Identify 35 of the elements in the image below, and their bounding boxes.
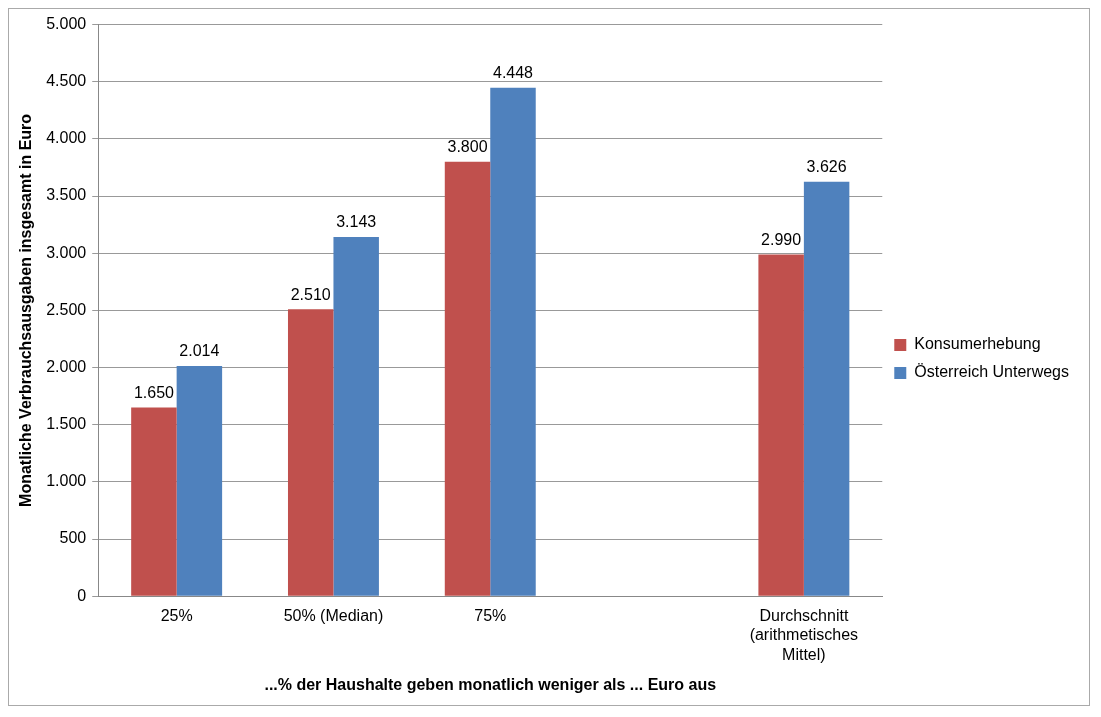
bar <box>758 254 804 596</box>
data-label: 3.800 <box>447 138 488 156</box>
x-tick-label: Durchschnitt (arithmetisches Mittel) <box>749 607 859 663</box>
y-tick-label: 2.500 <box>46 300 87 318</box>
bar <box>287 309 334 596</box>
data-label: 3.626 <box>806 158 847 176</box>
data-label: 2.014 <box>179 342 220 360</box>
y-tick-label: 1.000 <box>46 472 87 490</box>
legend-label: Konsumerhebung <box>914 335 1041 353</box>
y-tick-label: 0 <box>77 586 87 604</box>
bar <box>131 407 177 596</box>
bar <box>176 365 223 596</box>
data-label: 4.448 <box>492 64 534 82</box>
data-label: 3.143 <box>336 213 377 231</box>
x-tick-label: 50% (Median) <box>283 607 384 625</box>
x-tick-label: 25% <box>160 607 193 625</box>
x-axis-title: ...% der Haushalte geben monatlich weniger als ... Euro aus <box>264 675 717 693</box>
y-tick-label: 500 <box>59 529 87 547</box>
data-label: 1.650 <box>133 383 175 401</box>
y-tick-label: 3.000 <box>46 243 87 261</box>
y-axis-title: Monatliche Verbrauchsausgaben insgesamt in Euro <box>17 113 35 507</box>
bar <box>803 181 850 596</box>
y-tick-label: 4.000 <box>46 129 87 147</box>
y-tick-label: 4.500 <box>46 72 87 90</box>
legend-label: Österreich Unterwegs <box>914 363 1069 381</box>
data-label: 2.510 <box>290 285 331 303</box>
y-tick-label: 3.500 <box>46 186 87 204</box>
data-label: 2.990 <box>761 230 802 248</box>
y-tick-label: 5.000 <box>46 15 87 33</box>
bar <box>333 236 379 596</box>
x-tick-label: 75% <box>474 607 507 625</box>
bar <box>490 87 536 596</box>
bar <box>444 161 491 596</box>
y-tick-label: 1.500 <box>46 415 87 433</box>
y-tick-label: 2.000 <box>46 357 87 375</box>
